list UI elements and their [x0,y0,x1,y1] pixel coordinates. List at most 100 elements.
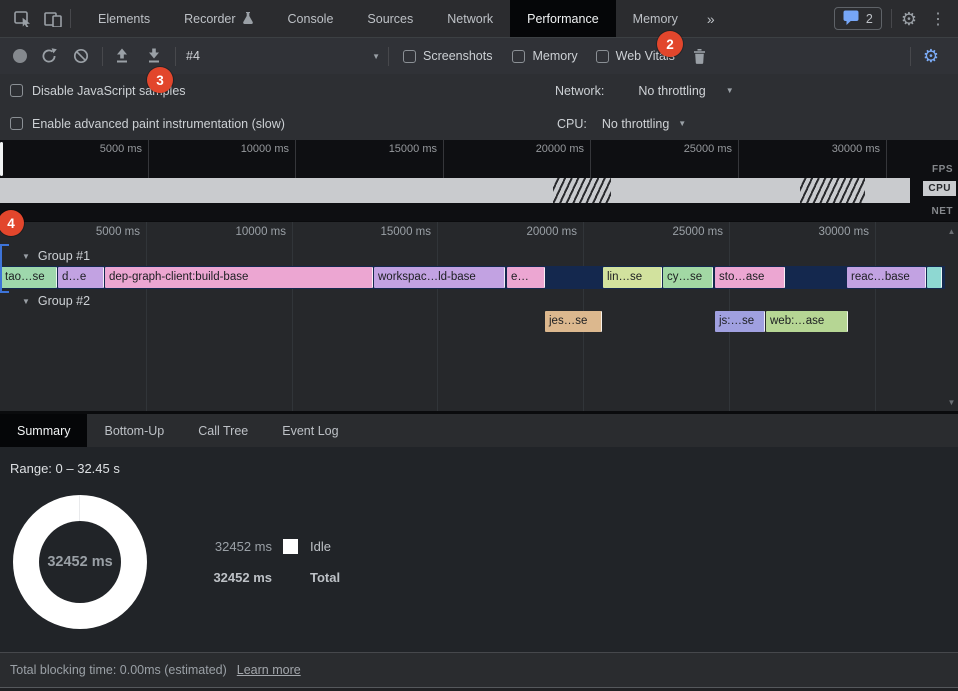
tab-elements[interactable]: Elements [81,0,167,37]
ruler-tick-label: 30000 ms [831,143,880,155]
ruler-tick-label: 25000 ms [683,143,732,155]
cpu-busy-hatch [553,178,611,203]
ruler-tick: 15000 ms [389,140,444,178]
record-icon[interactable] [13,49,27,63]
tab-bottom-up[interactable]: Bottom-Up [104,423,165,438]
tab-label: Sources [367,11,414,26]
flame-bar[interactable]: d…e [58,267,104,288]
ruler-tick-label: 20000 ms [535,143,584,155]
ruler-tick-label: 30000 ms [818,226,869,238]
memory-toggle[interactable]: Memory [512,49,578,63]
range-text: Range: 0 – 32.45 s [10,461,120,476]
net-lane: NET [0,203,958,221]
issues-button[interactable]: 2 [833,7,882,30]
group-1-track: tao…se d…e dep-graph-client:build-base work… [0,266,945,289]
group-2-header[interactable]: ▼ Group #2 [0,291,90,311]
cpu-throttling-control: CPU: No throttling ▼ [557,117,686,131]
timeline-overview[interactable]: 5000 ms 10000 ms 15000 ms 20000 ms 25000 ms 3… [0,140,958,221]
tab-event-log[interactable]: Event Log [282,423,339,438]
flame-ruler: 5000 ms 10000 ms 15000 ms 20000 ms 25000 ms 3… [0,222,945,412]
ruler-tick: 15000 ms [380,222,438,412]
flame-bar[interactable]: workspac…ld-base [374,267,505,288]
inspect-icon[interactable] [10,6,36,32]
ruler-tick-label: 15000 ms [380,226,431,238]
clear-icon[interactable] [73,48,89,64]
screenshots-checkbox[interactable] [403,49,416,63]
history-select[interactable]: #4 ▼ [186,49,380,63]
flame-bar[interactable]: js:…se [715,311,765,332]
expander-triangle-icon[interactable]: ▼ [22,296,30,306]
annotation-badge-3: 3 [147,67,173,93]
web-vitals-checkbox[interactable] [595,49,609,63]
tab-label: Performance [527,11,599,26]
screenshots-toggle[interactable]: Screenshots [403,49,492,63]
memory-checkbox[interactable] [512,49,526,63]
reload-icon[interactable] [41,48,57,64]
issues-count: 2 [865,11,873,26]
network-throttling-value[interactable]: No throttling [638,83,706,98]
tab-sources[interactable]: Sources [350,0,430,37]
flame-scrollbar[interactable]: ▲ ▼ [945,222,958,412]
group-1-header[interactable]: ▼ Group #1 [0,246,90,266]
tab-network[interactable]: Network [430,0,510,37]
chevron-down-icon[interactable]: ▼ [725,86,734,95]
disable-js-samples-checkbox[interactable] [10,84,23,97]
learn-more-link[interactable]: Learn more [236,663,301,677]
settings-row-1: Disable JavaScript samples Network: No t… [0,74,958,107]
ruler-tick-label: 20000 ms [526,226,577,238]
ruler-tick: 30000 ms [818,222,876,412]
flame-bar[interactable]: jes…se [545,311,602,332]
donut-hole: 32452 ms [39,521,121,603]
cpu-throttling-value[interactable]: No throttling [601,116,670,131]
flame-bar[interactable] [927,267,942,288]
device-toolbar-icon[interactable] [40,6,66,32]
upload-profile-icon[interactable] [114,48,130,64]
tab-summary[interactable]: Summary [0,414,88,447]
settings-gear-icon[interactable]: ⚙ [900,8,917,29]
flame-chart[interactable]: 5000 ms 10000 ms 15000 ms 20000 ms 25000 ms 3… [0,221,958,412]
flame-bar[interactable]: cy…se [663,267,713,288]
flame-bar[interactable]: reac…base [847,267,926,288]
tab-call-tree[interactable]: Call Tree [198,423,249,438]
detail-tab-bar: Summary Bottom-Up Call Tree Event Log [0,414,958,447]
separator [388,46,389,66]
legend-idle-value: 32452 ms [214,538,272,554]
scroll-down-icon[interactable]: ▼ [947,398,956,407]
tab-bar-right: 2 ⚙ ⋮ [833,7,958,30]
legend-total-value: 32452 ms [213,569,272,585]
flame-bar[interactable]: dep-graph-client:build-base [105,267,373,288]
separator [102,46,103,66]
tab-label: Console [287,11,334,26]
separator [909,46,911,66]
network-throttling-label: Network: [555,83,605,98]
separator [890,9,892,28]
flame-bar[interactable]: sto…ase [715,267,785,288]
ruler-tick-label: 25000 ms [672,226,723,238]
flame-bar[interactable]: e… [507,267,545,288]
more-tabs-button[interactable]: » [706,10,715,27]
ruler-tick-label: 15000 ms [388,143,437,155]
annotation-badge-4: 4 [0,210,24,236]
ruler-tick: 5000 ms [96,222,147,412]
cpu-busy-host [0,178,958,203]
tab-recorder[interactable]: Recorder [167,0,270,37]
net-lane-label: NET [931,206,953,217]
ruler-tick: 10000 ms [235,222,293,412]
advanced-paint-checkbox[interactable] [10,117,23,130]
capture-settings-gear-icon[interactable]: ⚙ [922,46,939,66]
chevron-down-icon[interactable]: ▼ [678,119,687,128]
download-profile-icon[interactable] [146,48,162,64]
cpu-busy-hatch [800,178,865,203]
overview-left-handle[interactable] [0,142,3,176]
tab-console[interactable]: Console [271,0,351,37]
trash-icon[interactable] [693,48,706,64]
flame-bar[interactable]: web:…ase [766,311,848,332]
fps-lane-label: FPS [932,164,953,175]
expander-triangle-icon[interactable]: ▼ [22,251,30,261]
tab-memory[interactable]: Memory [616,0,695,37]
more-menu-icon[interactable]: ⋮ [930,10,946,28]
scroll-up-icon[interactable]: ▲ [947,227,956,236]
flame-bar[interactable]: lin…se [603,267,662,288]
tab-performance[interactable]: Performance [510,0,616,37]
flame-bar[interactable]: tao…se [1,267,57,288]
